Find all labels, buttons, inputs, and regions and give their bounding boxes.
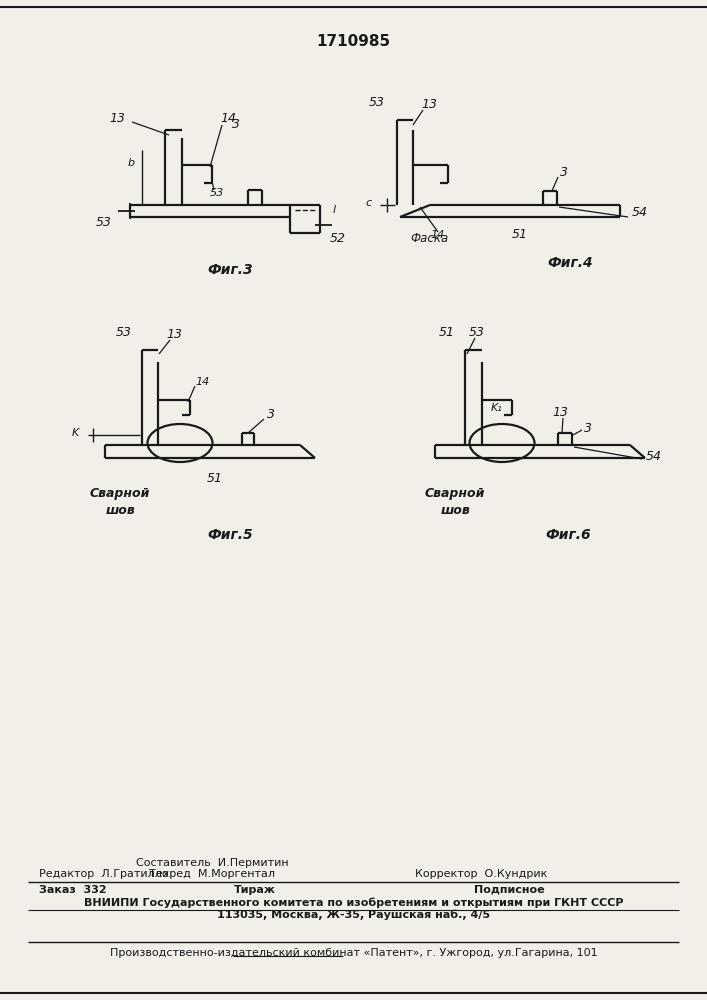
Text: 52: 52 bbox=[330, 232, 346, 244]
Text: 14: 14 bbox=[195, 377, 209, 387]
Text: Редактор  Л.Гратилло: Редактор Л.Гратилло bbox=[39, 869, 168, 879]
Text: Корректор  О.Кундрик: Корректор О.Кундрик bbox=[414, 869, 547, 879]
Text: K₁: K₁ bbox=[491, 403, 503, 413]
Text: l: l bbox=[332, 205, 336, 215]
Text: 3: 3 bbox=[584, 422, 592, 434]
Text: Сварной: Сварной bbox=[90, 487, 150, 499]
Text: Фиг.4: Фиг.4 bbox=[547, 256, 592, 270]
Text: Фиг.6: Фиг.6 bbox=[545, 528, 591, 542]
Text: 53: 53 bbox=[369, 96, 385, 108]
Text: Фиг.3: Фиг.3 bbox=[207, 263, 253, 277]
Text: ВНИИПИ Государственного комитета по изобретениям и открытиям при ГКНТ СССР: ВНИИПИ Государственного комитета по изоб… bbox=[83, 898, 624, 908]
Ellipse shape bbox=[469, 424, 534, 462]
Text: шов: шов bbox=[440, 504, 470, 516]
Text: 3: 3 bbox=[232, 118, 240, 131]
Text: 51: 51 bbox=[207, 472, 223, 485]
Text: Сварной: Сварной bbox=[425, 487, 485, 499]
Text: 3: 3 bbox=[267, 408, 275, 422]
Text: 113035, Москва, Ж-35, Раушская наб., 4/5: 113035, Москва, Ж-35, Раушская наб., 4/5 bbox=[217, 910, 490, 920]
Text: 51: 51 bbox=[512, 229, 528, 241]
Text: K: K bbox=[71, 428, 79, 438]
Text: Производственно-издательский комбинат «Патент», г. Ужгород, ул.Гагарина, 101: Производственно-издательский комбинат «П… bbox=[110, 948, 597, 958]
Text: 13: 13 bbox=[166, 328, 182, 342]
Text: 54: 54 bbox=[632, 207, 648, 220]
Text: 14: 14 bbox=[431, 230, 445, 240]
Text: Техред  М.Моргентал: Техред М.Моргентал bbox=[149, 869, 275, 879]
Text: 53: 53 bbox=[96, 216, 112, 229]
Ellipse shape bbox=[148, 424, 213, 462]
Text: Фаска: Фаска bbox=[410, 232, 448, 245]
Text: b: b bbox=[128, 157, 135, 167]
Text: Составитель  И.Пермитин: Составитель И.Пермитин bbox=[136, 858, 288, 868]
Text: Заказ  332: Заказ 332 bbox=[39, 885, 107, 895]
Text: 13: 13 bbox=[552, 406, 568, 420]
Text: шов: шов bbox=[105, 504, 135, 516]
Text: 14: 14 bbox=[220, 111, 236, 124]
Text: Фиг.5: Фиг.5 bbox=[207, 528, 253, 542]
Text: 53: 53 bbox=[210, 188, 224, 198]
Text: Подписное: Подписное bbox=[474, 885, 544, 895]
Text: 13: 13 bbox=[421, 99, 437, 111]
Text: 53: 53 bbox=[116, 326, 132, 338]
Text: 1710985: 1710985 bbox=[316, 34, 390, 49]
Text: 53: 53 bbox=[469, 326, 485, 338]
Text: 51: 51 bbox=[439, 326, 455, 338]
Text: 3: 3 bbox=[560, 166, 568, 180]
Text: Тираж: Тираж bbox=[233, 885, 276, 895]
Text: c: c bbox=[366, 198, 372, 208]
Text: 54: 54 bbox=[646, 450, 662, 464]
Text: 13: 13 bbox=[109, 111, 125, 124]
